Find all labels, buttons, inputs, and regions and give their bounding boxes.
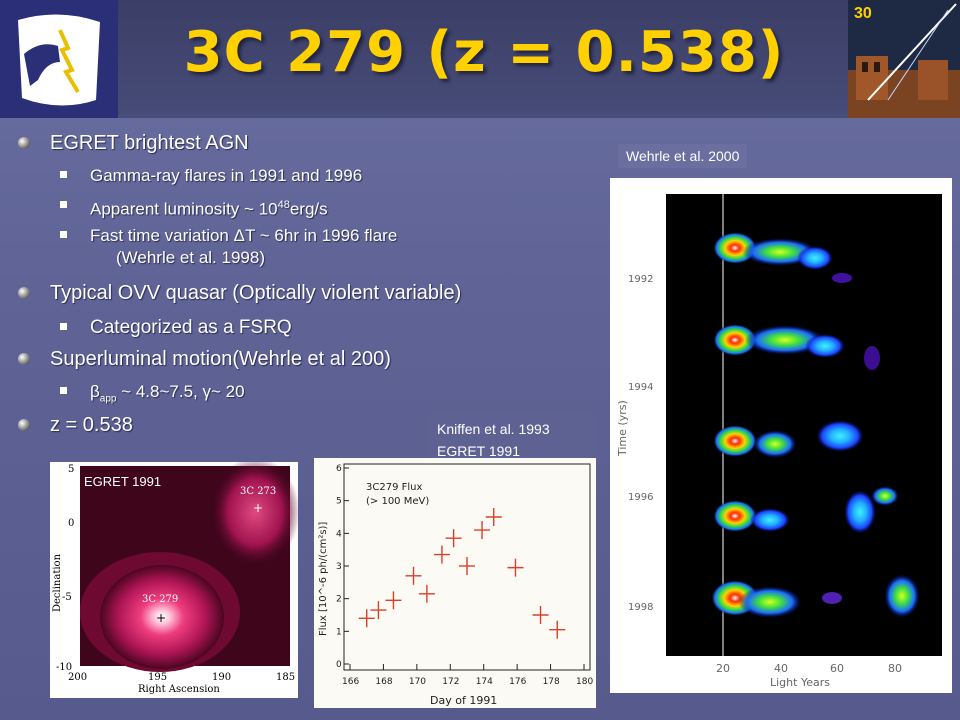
egret-ylabel: Declination (52, 553, 63, 612)
flux-ytick-label: 1 (336, 627, 342, 637)
flux-xtick-label: 170 (409, 677, 426, 687)
vlbi-image-panel: 1992 1994 1996 1998 Time (yrs) 20 40 60 … (610, 178, 952, 693)
egret-map: 3C 273 + 3C 279 + EGRET 1991 5 0 -5 -10 … (52, 457, 300, 695)
flux-data-point (358, 609, 375, 628)
egret-map-label: EGRET 1991 (84, 474, 161, 489)
label-3c273: 3C 273 (240, 486, 276, 497)
flux-xtick-label: 174 (476, 677, 493, 687)
flux-data-point (385, 591, 402, 610)
title-bar (0, 0, 960, 118)
vlbi-plot: 1992 1994 1996 1998 Time (yrs) 20 40 60 … (616, 194, 942, 689)
vlbi-ytick-1992: 1992 (628, 274, 653, 285)
flux-plot-panel: 3C279 Flux (> 100 MeV) Flux [10^-6 ph/(c… (314, 458, 596, 708)
flux-data-point (370, 601, 387, 620)
flux-data-point (532, 606, 549, 624)
vlbi-xlabel: Light Years (770, 676, 830, 689)
flux-ytick-label: 2 (336, 595, 342, 605)
vlbi-xtick-20: 20 (716, 662, 730, 675)
flux-xtick-label: 172 (442, 677, 459, 687)
vlbi-xtick-40: 40 (774, 662, 788, 675)
egret-ytick-5: 5 (68, 464, 74, 475)
egret-xlabel: Right Ascension (138, 684, 220, 695)
egret-xtick-185: 185 (276, 672, 295, 683)
caption-kniffen-line2: EGRET 1991 (437, 443, 521, 459)
flux-lightcurve-chart: 3C279 Flux (> 100 MeV) Flux [10^-6 ph/(c… (318, 463, 593, 707)
egret-ytick-0: 0 (68, 518, 74, 529)
flux-data-point (459, 557, 475, 575)
flux-xtick-label: 166 (342, 677, 359, 687)
flux-ytick-label: 6 (336, 464, 342, 474)
vlbi-xtick-60: 60 (830, 662, 844, 675)
flux-data-point (549, 620, 566, 639)
flux-data-point (485, 508, 502, 526)
label-3c279: 3C 279 (142, 594, 178, 605)
flux-xlabel: Day of 1991 (430, 694, 497, 707)
flux-inset-title: 3C279 Flux (366, 482, 422, 493)
flux-data-point (474, 521, 491, 540)
flux-xtick-label: 180 (576, 677, 593, 687)
conference-logo-left (0, 0, 118, 118)
flux-xtick-label: 168 (375, 677, 392, 687)
vlbi-ylabel: Time (yrs) (616, 400, 629, 457)
bullet-list: EGRET brightest AGN Gamma-ray flares in … (18, 132, 462, 436)
egret-xtick-190: 190 (212, 672, 231, 683)
svg-text:30: 30 (854, 5, 872, 22)
vlbi-ytick-1996: 1996 (628, 492, 653, 503)
flux-xtick-label: 178 (543, 677, 560, 687)
vlbi-ytick-1998: 1998 (628, 602, 653, 613)
flux-data-point (405, 566, 422, 585)
egret-ytick-m10: -10 (56, 662, 72, 673)
flux-inset-subtitle: (> 100 MeV) (366, 496, 429, 507)
conference-poster-right: 30 (848, 0, 960, 118)
caption-wehrle: Wehrle et al. 2000 (618, 144, 748, 168)
vlbi-ytick-1994: 1994 (628, 382, 653, 393)
vlbi-xtick-80: 80 (888, 662, 902, 675)
flux-ytick-label: 0 (336, 660, 342, 670)
flux-xtick-label: 176 (509, 677, 526, 687)
slide-title: 3C 279 (z = 0.538) (183, 20, 785, 85)
caption-kniffen-line1: Kniffen et al. 1993 (437, 421, 550, 437)
svg-text:+: + (253, 501, 263, 515)
flux-ytick-label: 3 (336, 562, 342, 572)
flux-data-point (445, 529, 462, 548)
flux-ylabel: Flux [10^-6 ph/(cm²s)] (318, 522, 329, 636)
flux-ytick-label: 5 (336, 497, 342, 507)
egret-ytick-m5: -5 (62, 592, 72, 603)
egret-xtick-200: 200 (68, 672, 87, 683)
flux-data-point (418, 584, 435, 603)
flux-data-point (507, 558, 524, 577)
egret-xtick-195: 195 (148, 672, 167, 683)
flux-data-point (433, 545, 450, 564)
egret-map-panel: 3C 273 + 3C 279 + EGRET 1991 5 0 -5 -10 … (50, 457, 300, 698)
flux-ytick-label: 4 (336, 529, 342, 539)
svg-text:+: + (156, 611, 166, 625)
